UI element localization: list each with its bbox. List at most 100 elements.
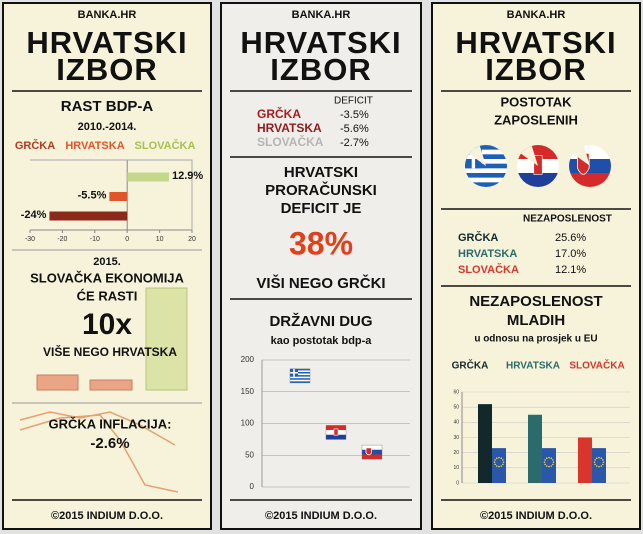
eu-star (500, 457, 503, 460)
growth-factor: 10x (82, 308, 132, 341)
comparison: VIŠI NEGO GRČKI (256, 274, 385, 292)
eu-star (552, 461, 555, 463)
y-tick-label: 30 (453, 435, 459, 441)
heading: DRŽAVNI DUG (269, 312, 372, 330)
eu-star (600, 457, 603, 460)
flag-part (465, 163, 507, 169)
flag-part (290, 375, 310, 377)
flag-part (465, 177, 507, 183)
flag-marker (361, 444, 383, 460)
y-tick-label: 40 (453, 420, 459, 426)
flag-part (365, 447, 372, 456)
growth-text: ĆE RASTI (77, 288, 138, 303)
flag-icons (465, 145, 611, 187)
row-value: 12.1% (555, 264, 586, 276)
flag-part (333, 428, 339, 436)
footer: ©2015 INDIUM D.O.O. (480, 510, 592, 522)
heading: RAST BDP-A (61, 98, 154, 115)
statement: PRORAČUNSKI (265, 181, 377, 199)
flag-circle (569, 145, 611, 187)
row-label: SLOVAČKA (458, 263, 519, 276)
flag-part (569, 159, 611, 174)
y-tick-label: 200 (241, 355, 255, 364)
flag-border (361, 444, 383, 460)
row-label: GRČKA (458, 231, 498, 244)
frame (30, 159, 193, 230)
decor-bar (89, 379, 133, 391)
eu-star (595, 457, 598, 460)
flag-part (569, 173, 611, 187)
title: HRVATSKI (26, 25, 187, 60)
eu-star (552, 459, 554, 461)
eu-star (550, 465, 553, 467)
flag-part (290, 376, 310, 379)
brand: BANKA.HR (507, 9, 566, 21)
eu-star (500, 465, 503, 467)
title: IZBOR (56, 52, 157, 87)
flag-part (290, 379, 310, 382)
title: HRVATSKI (240, 25, 401, 60)
eu-star (594, 459, 596, 461)
eu-star (543, 461, 546, 463)
heading: POSTOTAK (500, 94, 572, 109)
bar (528, 414, 542, 483)
decor-bar (145, 287, 188, 391)
row-value: -2.7% (340, 137, 369, 149)
footer: ©2015 INDIUM D.O.O. (51, 510, 163, 522)
table-header: DEFICIT (334, 96, 373, 107)
row-label: HRVATSKA (458, 248, 517, 260)
flag-part (465, 145, 507, 150)
eu-star (493, 461, 496, 463)
heading: MLADIH (507, 312, 565, 329)
heading: NEZAPOSLENOST (469, 293, 602, 310)
value-label: -5.5% (78, 189, 107, 201)
eu-star (598, 465, 600, 468)
title: HRVATSKI (455, 25, 616, 60)
category-label: GRČKA (15, 139, 55, 152)
eu-star (602, 459, 604, 461)
bar (49, 211, 128, 221)
eu-star (495, 457, 498, 460)
eu-star (545, 465, 548, 467)
growth-text: VIŠE NEGO HRVATSKA (43, 344, 177, 359)
flag-part (326, 425, 346, 431)
flag-border (289, 368, 311, 384)
heading: ZAPOSLENIH (494, 112, 578, 127)
footer: ©2015 INDIUM D.O.O. (265, 510, 377, 522)
y-tick-label: 100 (241, 419, 255, 428)
eu-star (600, 465, 603, 467)
row-value: -5.6% (340, 123, 369, 135)
eu-star (494, 463, 496, 466)
flag-part (517, 173, 559, 187)
eu-star (498, 465, 500, 468)
title: IZBOR (485, 52, 586, 87)
eu-star (595, 465, 598, 467)
growth-text: SLOVAČKA EKONOMIJA (30, 270, 184, 285)
y-tick-label: 0 (456, 480, 459, 486)
eu-star (602, 461, 605, 463)
y-tick-label: 50 (245, 450, 254, 459)
flag-marker (325, 425, 347, 440)
eu-star (548, 456, 550, 459)
bar (127, 172, 169, 182)
eu-bar (542, 448, 556, 483)
eu-star (545, 457, 548, 460)
bar (109, 192, 128, 201)
eu-star (552, 463, 554, 466)
year: 2015. (93, 256, 121, 268)
statement: HRVATSKI (284, 164, 358, 181)
eu-star (498, 456, 500, 459)
eu-star (494, 459, 496, 461)
category-label: SLOVAČKA (135, 139, 196, 152)
flag-part (290, 381, 310, 384)
x-tick-label: -20 (57, 236, 67, 243)
eu-star (550, 457, 553, 460)
eu-star (598, 456, 600, 459)
decor-bar (36, 374, 79, 391)
eu-star (548, 465, 550, 468)
table-header: NEZAPOSLENOST (523, 214, 612, 225)
flag-part (533, 155, 543, 175)
highlight: 38% (289, 225, 353, 261)
row-value: -3.5% (340, 109, 369, 121)
subheading: kao postotak bdp-a (271, 335, 373, 347)
